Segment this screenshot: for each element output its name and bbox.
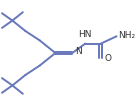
Text: HN: HN: [78, 30, 91, 39]
Text: NH₂: NH₂: [118, 31, 135, 40]
Text: O: O: [105, 54, 112, 63]
Text: N: N: [75, 47, 82, 56]
